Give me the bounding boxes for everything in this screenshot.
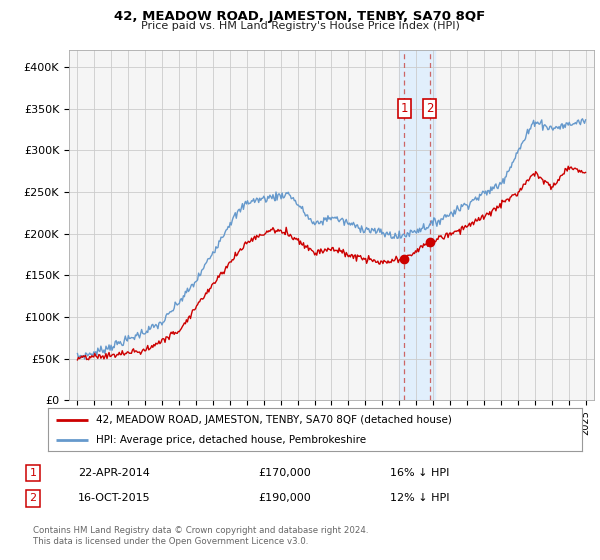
Text: 2: 2: [29, 493, 37, 503]
Text: £170,000: £170,000: [258, 468, 311, 478]
Text: Contains HM Land Registry data © Crown copyright and database right 2024.
This d: Contains HM Land Registry data © Crown c…: [33, 526, 368, 546]
Text: 12% ↓ HPI: 12% ↓ HPI: [390, 493, 449, 503]
Text: 22-APR-2014: 22-APR-2014: [78, 468, 150, 478]
Text: 16-OCT-2015: 16-OCT-2015: [78, 493, 151, 503]
Text: 2: 2: [426, 102, 433, 115]
Bar: [399, 50, 435, 400]
Text: 16% ↓ HPI: 16% ↓ HPI: [390, 468, 449, 478]
Text: 42, MEADOW ROAD, JAMESTON, TENBY, SA70 8QF (detached house): 42, MEADOW ROAD, JAMESTON, TENBY, SA70 8…: [96, 415, 452, 424]
Text: 42, MEADOW ROAD, JAMESTON, TENBY, SA70 8QF: 42, MEADOW ROAD, JAMESTON, TENBY, SA70 8…: [115, 10, 485, 23]
Text: 1: 1: [29, 468, 37, 478]
Text: Price paid vs. HM Land Registry's House Price Index (HPI): Price paid vs. HM Land Registry's House …: [140, 21, 460, 31]
Text: HPI: Average price, detached house, Pembrokeshire: HPI: Average price, detached house, Pemb…: [96, 435, 366, 445]
Text: £190,000: £190,000: [258, 493, 311, 503]
Text: 1: 1: [401, 102, 408, 115]
